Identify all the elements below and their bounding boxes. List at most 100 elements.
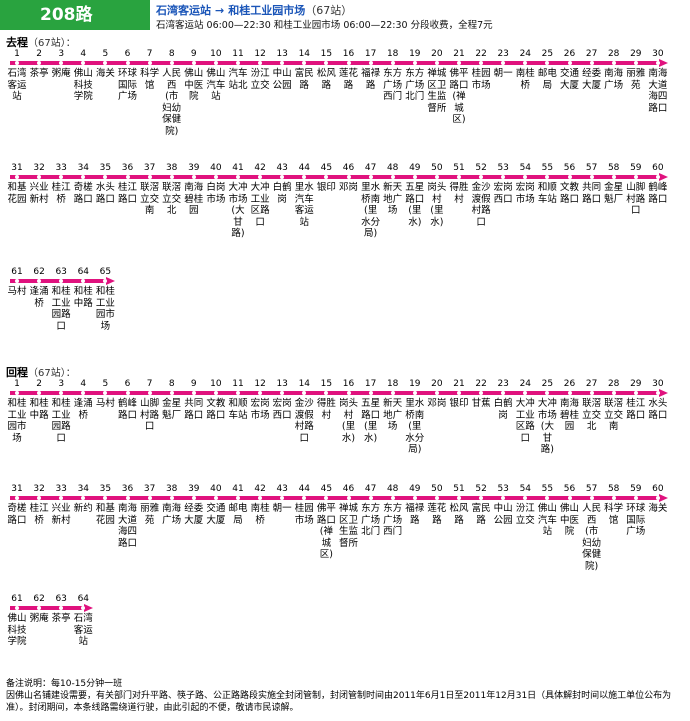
stop-number: 7 xyxy=(146,379,153,389)
stop-dot-icon xyxy=(59,279,64,283)
stop-name: 东方广场西门 xyxy=(383,503,403,537)
stop-name: 里水汽车客运站 xyxy=(294,182,314,228)
stop-number: 36 xyxy=(121,484,134,494)
stop-name: 邮电局 xyxy=(228,503,248,526)
stop-number: 20 xyxy=(431,49,443,59)
route-schedule-info: 石湾客运站 06:00—22:30 和桂工业园市场 06:00—22:30 分段… xyxy=(156,20,493,31)
stop-name: 逢涌桥 xyxy=(73,398,93,421)
footer-note-closure: 因佛山名铺建设需要，有关部门对升平路、筷子路、公正路路段实施全封闭管制，封闭管制… xyxy=(6,691,672,713)
stop-dot-icon xyxy=(280,391,285,395)
direction-arrow-icon xyxy=(84,604,94,612)
route-line-bar xyxy=(10,391,661,395)
stop-name: 汾江立交 xyxy=(515,503,535,526)
stop-name: 松风路 xyxy=(449,503,469,526)
route-line xyxy=(10,59,668,67)
stop-dot-icon xyxy=(655,496,660,500)
stop-number: 26 xyxy=(563,379,576,389)
stop-dot-icon xyxy=(589,391,594,395)
stop-dot-icon xyxy=(258,175,263,179)
stop-number: 45 xyxy=(320,163,333,173)
stop-name: 联滘立交南 xyxy=(140,182,160,216)
stop-number: 10 xyxy=(210,379,222,389)
stop-dot-icon xyxy=(589,175,594,179)
stop-number: 42 xyxy=(254,163,266,173)
stop-dot-icon xyxy=(236,175,240,179)
stop-dot-icon xyxy=(368,496,373,500)
stop-dot-icon xyxy=(501,496,506,500)
stop-name: 奇槎路口 xyxy=(73,182,93,205)
route-header: 208路 石湾客运站 → 和桂工业园市场（67站） 石湾客运站 06:00—22:3… xyxy=(0,0,690,31)
stop-name: 新天地广场 xyxy=(383,182,403,216)
stop-number: 55 xyxy=(541,163,554,173)
stop-dot-icon xyxy=(125,496,130,500)
stop-name: 和顺车站 xyxy=(537,182,557,205)
stop-number: 38 xyxy=(165,163,178,173)
stop-number: 12 xyxy=(254,49,266,59)
stop-dot-icon xyxy=(37,61,42,65)
stop-name: 桂江桥 xyxy=(51,182,71,205)
stop-name: 邓岗 xyxy=(427,398,447,409)
stop-dot-icon xyxy=(59,61,64,65)
stop-number: 60 xyxy=(652,163,664,173)
stop-number: 30 xyxy=(652,49,664,59)
stop-number: 2 xyxy=(36,379,42,389)
stop-name: 共同路口 xyxy=(582,182,602,205)
stop-name: 朝一 xyxy=(272,503,292,514)
footer-notes: 备注说明：每10-15分钟一班 因佛山名铺建设需要，有关部门对升平路、筷子路、公… xyxy=(6,678,686,714)
stop-dot-icon xyxy=(258,496,263,500)
stop-number: 24 xyxy=(519,49,532,59)
stop-number: 58 xyxy=(607,484,620,494)
stop-number: 61 xyxy=(11,267,23,277)
stop-dot-icon xyxy=(15,61,19,65)
stop-name: 得胜村 xyxy=(449,182,469,205)
stop-dot-icon xyxy=(59,606,64,610)
stop-dot-icon xyxy=(346,61,351,65)
stop-number: 28 xyxy=(607,379,620,389)
stop-dot-icon xyxy=(302,496,307,500)
stop-number: 29 xyxy=(630,49,642,59)
stop-name: 里水桥南(里水分局) xyxy=(405,398,425,455)
stop-number: 2 xyxy=(36,49,42,59)
stop-name: 茶亭 xyxy=(51,613,71,624)
stop-number: 39 xyxy=(188,484,200,494)
stop-name: 东方广场北门 xyxy=(405,68,425,102)
stop-dot-icon xyxy=(567,391,572,395)
stop-number: 34 xyxy=(77,163,90,173)
stop-number: 32 xyxy=(33,163,45,173)
stop-number: 25 xyxy=(541,379,554,389)
stop-number: 9 xyxy=(190,49,197,59)
stop-name: 水头路口 xyxy=(95,182,115,205)
route-from: 石湾客运站 xyxy=(156,4,211,17)
stop-dot-icon xyxy=(169,391,174,395)
stop-number: 52 xyxy=(475,484,487,494)
route-line xyxy=(10,389,668,397)
stop-dot-icon xyxy=(434,61,439,65)
stop-dot-icon xyxy=(346,175,351,179)
stop-number: 33 xyxy=(55,163,67,173)
stop-number: 13 xyxy=(276,379,288,389)
stop-name: 兴业新村 xyxy=(29,182,49,205)
stop-dot-icon xyxy=(103,391,108,395)
stop-dot-icon xyxy=(81,175,86,179)
stop-dot-icon xyxy=(81,279,86,283)
stop-name: 石湾客运站 xyxy=(73,613,93,647)
stop-dot-icon xyxy=(258,61,263,65)
stop-dot-icon xyxy=(589,61,594,65)
stop-dot-icon xyxy=(81,391,86,395)
stop-dot-icon xyxy=(213,61,218,65)
stop-name: 大冲工业区路口 xyxy=(515,398,535,444)
stop-dot-icon xyxy=(479,61,484,65)
stop-number: 55 xyxy=(541,484,554,494)
stop-dot-icon xyxy=(81,61,86,65)
stop-dot-icon xyxy=(103,61,108,65)
stop-number: 40 xyxy=(210,163,222,173)
stop-number: 53 xyxy=(497,484,509,494)
direction-arrow-icon xyxy=(658,59,668,67)
stop-number: 42 xyxy=(254,484,266,494)
stop-dot-icon xyxy=(545,496,550,500)
footer-note-frequency: 备注说明：每10-15分钟一班 xyxy=(6,679,123,689)
stop-name: 人民西(市妇幼保健院) xyxy=(162,68,182,137)
stop-name: 南桂桥 xyxy=(250,503,270,526)
stop-dot-icon xyxy=(125,61,130,65)
stop-name: 南海大道海四路口 xyxy=(648,68,668,114)
